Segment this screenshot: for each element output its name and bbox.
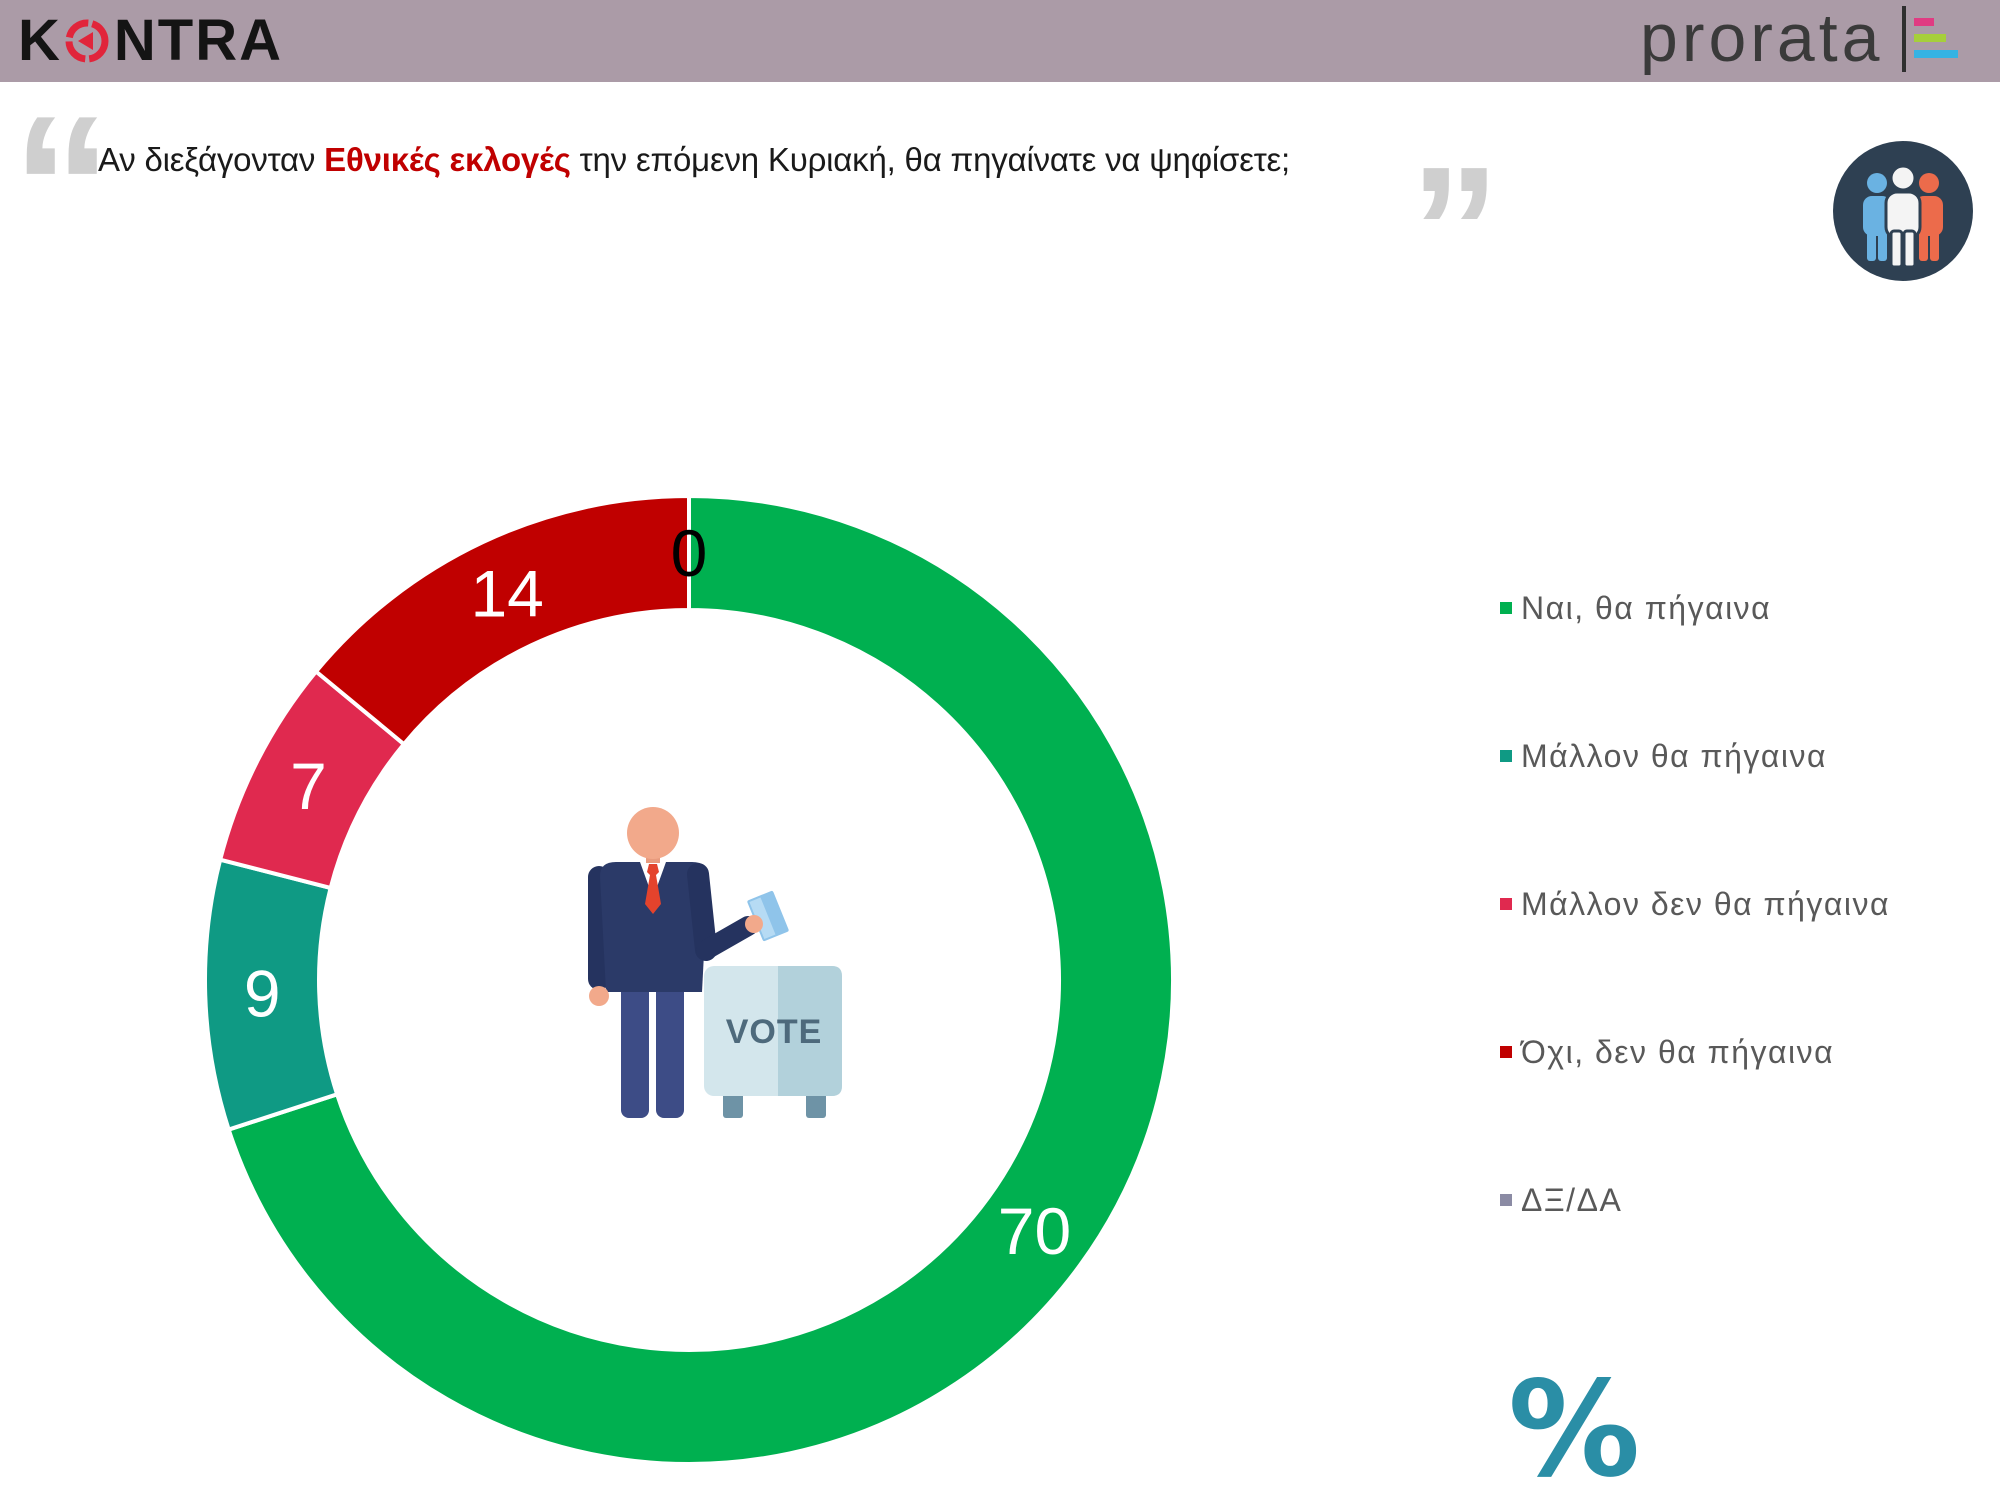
voter-jacket bbox=[600, 862, 708, 992]
voter-left-hand bbox=[589, 986, 609, 1006]
open-quote-mark: “ bbox=[12, 75, 112, 298]
kontra-logo-letter-k: K bbox=[18, 8, 62, 73]
voter-right-leg bbox=[656, 978, 684, 1118]
kontra-o-icon bbox=[65, 19, 109, 63]
donut-chart: 70 9 7 14 0 bbox=[203, 493, 1175, 1466]
close-quote-mark: ” bbox=[1410, 130, 1500, 331]
data-label-3: 14 bbox=[470, 557, 543, 631]
voter-right-upper-arm bbox=[687, 863, 717, 961]
voter-head bbox=[627, 807, 679, 859]
percent-unit-symbol: % bbox=[1508, 1353, 1641, 1507]
donut-segment-3 bbox=[313, 493, 691, 747]
survey-question: Αν διεξάγονταν Εθνικές εκλογές την επόμε… bbox=[98, 140, 1290, 180]
legend-label: Όχι, δεν θα πήγαινα bbox=[1521, 1033, 1835, 1070]
data-label-1: 9 bbox=[244, 956, 281, 1030]
voter-figure bbox=[588, 807, 789, 1118]
legend-marker bbox=[1500, 1046, 1512, 1058]
ballot-box-leg-right bbox=[806, 1092, 826, 1118]
legend-label: ΔΞ/ΔΑ bbox=[1521, 1181, 1623, 1218]
legend-item: Μάλλον δεν θα πήγαινα bbox=[1500, 830, 1970, 978]
person-center-figure bbox=[1884, 164, 1922, 269]
legend-marker bbox=[1500, 602, 1512, 614]
ballot-box-shade bbox=[778, 966, 842, 1096]
voter-left-leg bbox=[621, 978, 649, 1118]
legend-label: Μάλλον δεν θα πήγαινα bbox=[1521, 885, 1890, 922]
data-label-4: 0 bbox=[671, 516, 708, 590]
donut-segment-0 bbox=[226, 493, 1175, 1466]
voter-ballot-box-icon: VOTE bbox=[588, 807, 842, 1118]
question-text-after: την επόμενη Κυριακή, θα πηγαίνατε να ψηφ… bbox=[570, 141, 1291, 178]
legend-item: Μάλλον θα πήγαινα bbox=[1500, 682, 1970, 830]
prorata-logo-text: prorata bbox=[1640, 0, 1884, 76]
ballot-paper bbox=[747, 890, 789, 942]
legend-marker bbox=[1500, 898, 1512, 910]
legend-item: ΔΞ/ΔΑ bbox=[1500, 1126, 1970, 1274]
prorata-bars-icon bbox=[1914, 18, 1958, 58]
data-label-2: 7 bbox=[290, 749, 327, 823]
prorata-logo-divider bbox=[1902, 6, 1906, 72]
voter-tie bbox=[645, 864, 661, 914]
chart-legend: Ναι, θα πήγαινα Μάλλον θα πήγαινα Μάλλον… bbox=[1500, 534, 1970, 1274]
legend-label: Μάλλον θα πήγαινα bbox=[1521, 737, 1828, 774]
legend-item: Ναι, θα πήγαινα bbox=[1500, 534, 1970, 682]
people-group-icon bbox=[1833, 141, 1973, 281]
header-bar: K NTRA prorata bbox=[0, 0, 2000, 82]
question-text-before: Αν διεξάγονταν bbox=[98, 141, 325, 178]
question-highlight: Εθνικές εκλογές bbox=[324, 141, 571, 178]
kontra-logo: K NTRA bbox=[18, 12, 283, 70]
voter-right-forearm bbox=[696, 916, 758, 960]
ballot-box-label: VOTE bbox=[726, 1013, 823, 1051]
legend-item: Όχι, δεν θα πήγαινα bbox=[1500, 978, 1970, 1126]
legend-marker bbox=[1500, 750, 1512, 762]
legend-marker bbox=[1500, 1194, 1512, 1206]
person-left-figure bbox=[1863, 173, 1891, 261]
kontra-logo-letters-ntra: NTRA bbox=[113, 8, 283, 73]
legend-label: Ναι, θα πήγαινα bbox=[1521, 589, 1772, 626]
ballot-box: VOTE bbox=[704, 966, 842, 1118]
person-right-figure bbox=[1915, 173, 1943, 261]
ballot-box-leg-left bbox=[723, 1092, 743, 1118]
voter-right-hand bbox=[745, 915, 763, 933]
data-label-0: 70 bbox=[998, 1194, 1071, 1268]
